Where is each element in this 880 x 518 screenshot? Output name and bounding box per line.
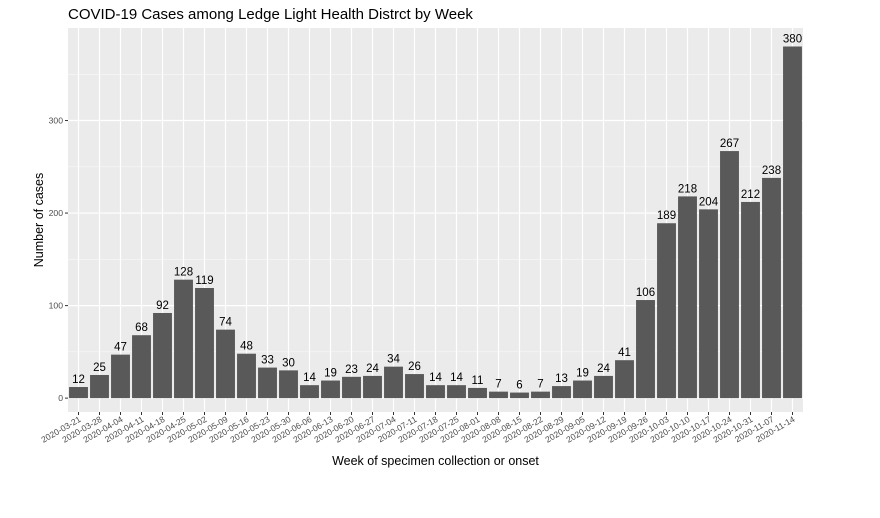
data-label: 74 [219, 317, 232, 329]
data-label: 19 [324, 368, 337, 380]
x-axis-ticks: 2020-03-212020-03-282020-04-042020-04-11… [39, 412, 797, 445]
y-tick-label: 0 [58, 393, 63, 403]
data-label: 7 [537, 379, 543, 391]
data-label: 47 [114, 342, 127, 354]
data-label: 33 [261, 355, 274, 367]
data-label: 41 [618, 347, 631, 359]
bar [699, 209, 718, 399]
data-label: 48 [240, 341, 253, 353]
data-label: 212 [741, 189, 760, 201]
bar [132, 335, 151, 399]
x-axis-label: Week of specimen collection or onset [332, 454, 539, 468]
data-label: 204 [699, 196, 719, 208]
bar [111, 354, 130, 399]
y-tick-label: 200 [49, 208, 64, 218]
bar [216, 329, 235, 399]
bar [90, 374, 109, 399]
data-label: 14 [303, 372, 316, 384]
bar [573, 380, 592, 399]
bar [405, 374, 424, 399]
y-tick-label: 300 [49, 116, 64, 126]
data-label: 68 [135, 322, 148, 334]
bar [237, 353, 256, 399]
bar [426, 385, 445, 399]
data-label: 106 [636, 287, 655, 299]
y-axis-ticks: 0 100 200 300 [49, 116, 68, 403]
bar [762, 177, 781, 399]
y-tick-label: 100 [49, 301, 64, 311]
data-label: 14 [450, 372, 463, 384]
bar [447, 385, 466, 399]
bar [279, 370, 298, 399]
bar [594, 375, 613, 399]
data-label: 34 [387, 354, 400, 366]
data-label: 238 [762, 165, 781, 177]
bar [321, 380, 340, 399]
bar [552, 386, 571, 399]
data-label: 24 [597, 363, 610, 375]
data-label: 218 [678, 183, 697, 195]
bar [678, 196, 697, 399]
data-label: 128 [174, 267, 193, 279]
bar [258, 367, 277, 399]
bar [741, 201, 760, 399]
data-label: 30 [282, 357, 295, 369]
bar [510, 392, 529, 399]
data-label: 189 [657, 210, 676, 222]
bar [153, 312, 172, 399]
data-label: 12 [72, 374, 85, 386]
data-label: 19 [576, 368, 589, 380]
bars [69, 46, 802, 399]
y-axis-label: Number of cases [32, 173, 46, 267]
bar [489, 391, 508, 399]
bar [384, 366, 403, 399]
bar [783, 46, 802, 399]
data-label: 24 [366, 363, 379, 375]
bar [615, 360, 634, 399]
data-label: 13 [555, 373, 568, 385]
bar [195, 288, 214, 399]
bar [174, 279, 193, 399]
data-label: 25 [93, 362, 106, 374]
bar [531, 391, 550, 399]
data-label: 380 [783, 34, 802, 46]
data-label: 119 [195, 275, 213, 287]
bar [363, 375, 382, 399]
data-label: 267 [720, 138, 739, 150]
bar [69, 387, 88, 399]
bar [342, 376, 361, 399]
data-label: 6 [516, 380, 522, 392]
bar [657, 223, 676, 399]
data-label: 11 [472, 375, 484, 387]
chart-title: COVID-19 Cases among Ledge Light Health … [68, 6, 473, 23]
data-label: 7 [495, 379, 501, 391]
data-label: 92 [156, 300, 169, 312]
data-label: 23 [345, 364, 358, 376]
bar [636, 300, 655, 399]
bar [468, 387, 487, 399]
bar [720, 151, 739, 399]
data-label: 14 [429, 372, 442, 384]
bar [300, 385, 319, 399]
data-label: 26 [408, 361, 421, 373]
